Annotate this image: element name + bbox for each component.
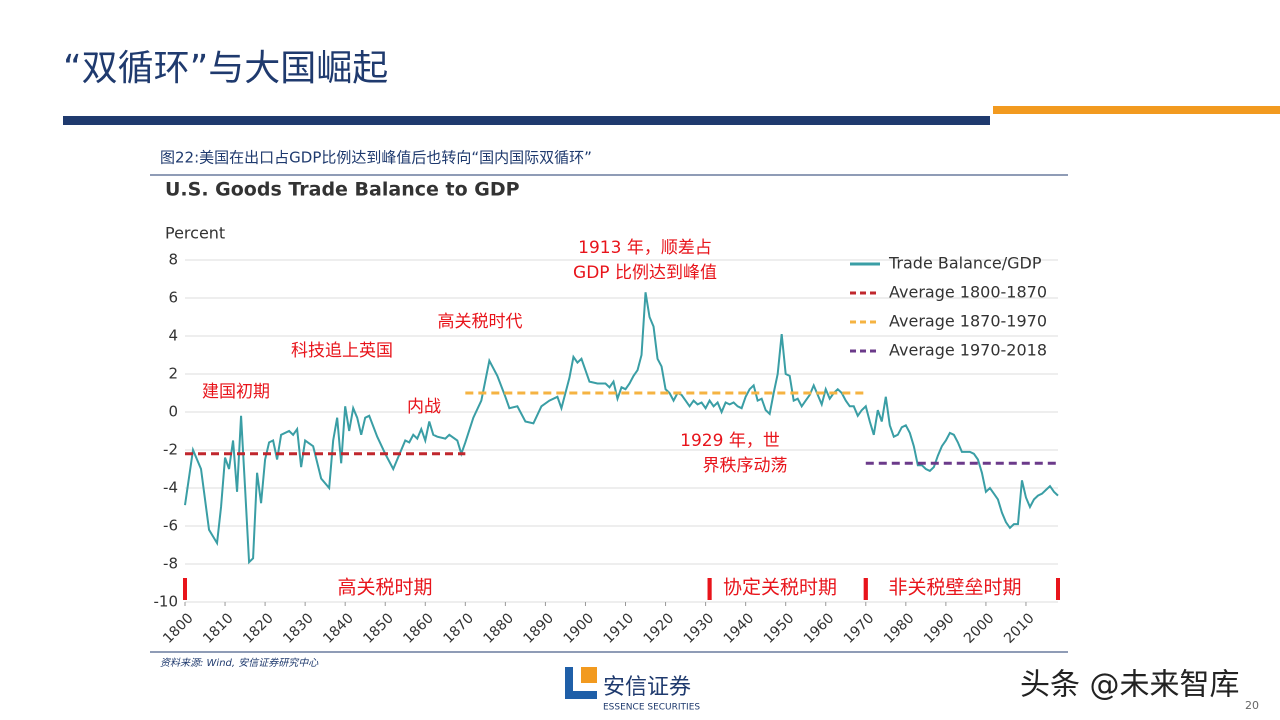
annotation: 科技追上英国: [291, 341, 393, 361]
period-label: 协定关税时期: [723, 577, 837, 599]
legend-label: Average 1970-2018: [889, 341, 1047, 360]
x-tick-label: 1830: [280, 610, 317, 647]
x-tick-label: 1880: [481, 610, 518, 647]
x-tick-label: 1810: [200, 610, 237, 647]
y-tick-label: 6: [168, 289, 178, 307]
y-tick-label: 4: [168, 327, 178, 345]
period-label: 高关税时期: [337, 577, 432, 599]
y-tick-label: -4: [163, 479, 178, 497]
x-tick-label: 2000: [961, 610, 998, 647]
annotation: 内战: [407, 397, 441, 417]
period-boundary: [1056, 578, 1060, 600]
x-tick-label: 1820: [240, 610, 277, 647]
y-axis-label: Percent: [165, 224, 225, 243]
page-number: 20: [1245, 699, 1259, 712]
period-label: 非关税壁垒时期: [888, 577, 1021, 599]
x-tick-label: 1990: [921, 610, 958, 647]
x-tick-label: 1900: [561, 610, 598, 647]
x-tick-label: 1800: [160, 610, 197, 647]
x-tick-label: 1840: [320, 610, 357, 647]
logo-text: 安信证券: [603, 675, 691, 700]
y-tick-label: -10: [154, 593, 179, 611]
logo-mark: [581, 667, 597, 683]
x-tick-label: 1870: [440, 610, 477, 647]
x-tick-label: 1860: [400, 610, 437, 647]
chart-title: U.S. Goods Trade Balance to GDP: [165, 179, 520, 201]
annotation: 高关税时代: [438, 312, 523, 332]
series-line: [184, 292, 1059, 565]
x-tick-label: 1940: [721, 610, 758, 647]
legend-label: Trade Balance/GDP: [888, 254, 1042, 273]
legend-label: Average 1800-1870: [889, 283, 1047, 302]
x-tick-label: 1890: [521, 610, 558, 647]
y-tick-label: -8: [163, 555, 178, 573]
y-tick-label: 8: [168, 251, 178, 269]
y-tick-label: -6: [163, 517, 178, 535]
source: 资料来源: Wind, 安信证券研究中心: [160, 657, 319, 669]
slide-title: “双循环”与大国崛起: [63, 48, 388, 89]
x-tick-label: 1850: [360, 610, 397, 647]
period-boundary: [863, 578, 868, 600]
period-boundary: [707, 578, 712, 600]
x-tick-label: 1970: [841, 610, 878, 647]
annotation: GDP 比例达到峰值: [573, 263, 717, 283]
y-tick-label: -2: [163, 441, 178, 459]
x-tick-label: 1950: [761, 610, 798, 647]
x-tick-label: 1930: [681, 610, 718, 647]
annotation: 界秩序动荡: [703, 456, 788, 476]
figure-caption: 图22:美国在出口占GDP比例达到峰值后也转向“国内国际双循环”: [160, 149, 592, 167]
x-tick-label: 1980: [881, 610, 918, 647]
y-tick-label: 0: [168, 403, 178, 421]
y-tick-label: 2: [168, 365, 178, 383]
x-tick-label: 1910: [601, 610, 638, 647]
watermark: 头条 @未来智库: [1020, 668, 1240, 703]
x-tick-label: 2010: [1001, 610, 1038, 647]
annotation: 1929 年，世: [680, 431, 780, 451]
logo-subtext: ESSENCE SECURITIES: [603, 703, 700, 713]
annotation: 建国初期: [202, 382, 270, 402]
accent-bar: [993, 106, 1280, 114]
x-tick-label: 1920: [641, 610, 678, 647]
x-tick-label: 1960: [801, 610, 838, 647]
chart: -10 -8 -6 -4 -2 0 2 4 6 8 1800 1810 1820 1830 1840 1850…: [154, 238, 1060, 647]
annotation: 1913 年，顺差占: [578, 238, 712, 258]
legend-label: Average 1870-1970: [889, 312, 1047, 331]
title-bar: [63, 116, 990, 125]
period-boundary: [183, 578, 187, 600]
